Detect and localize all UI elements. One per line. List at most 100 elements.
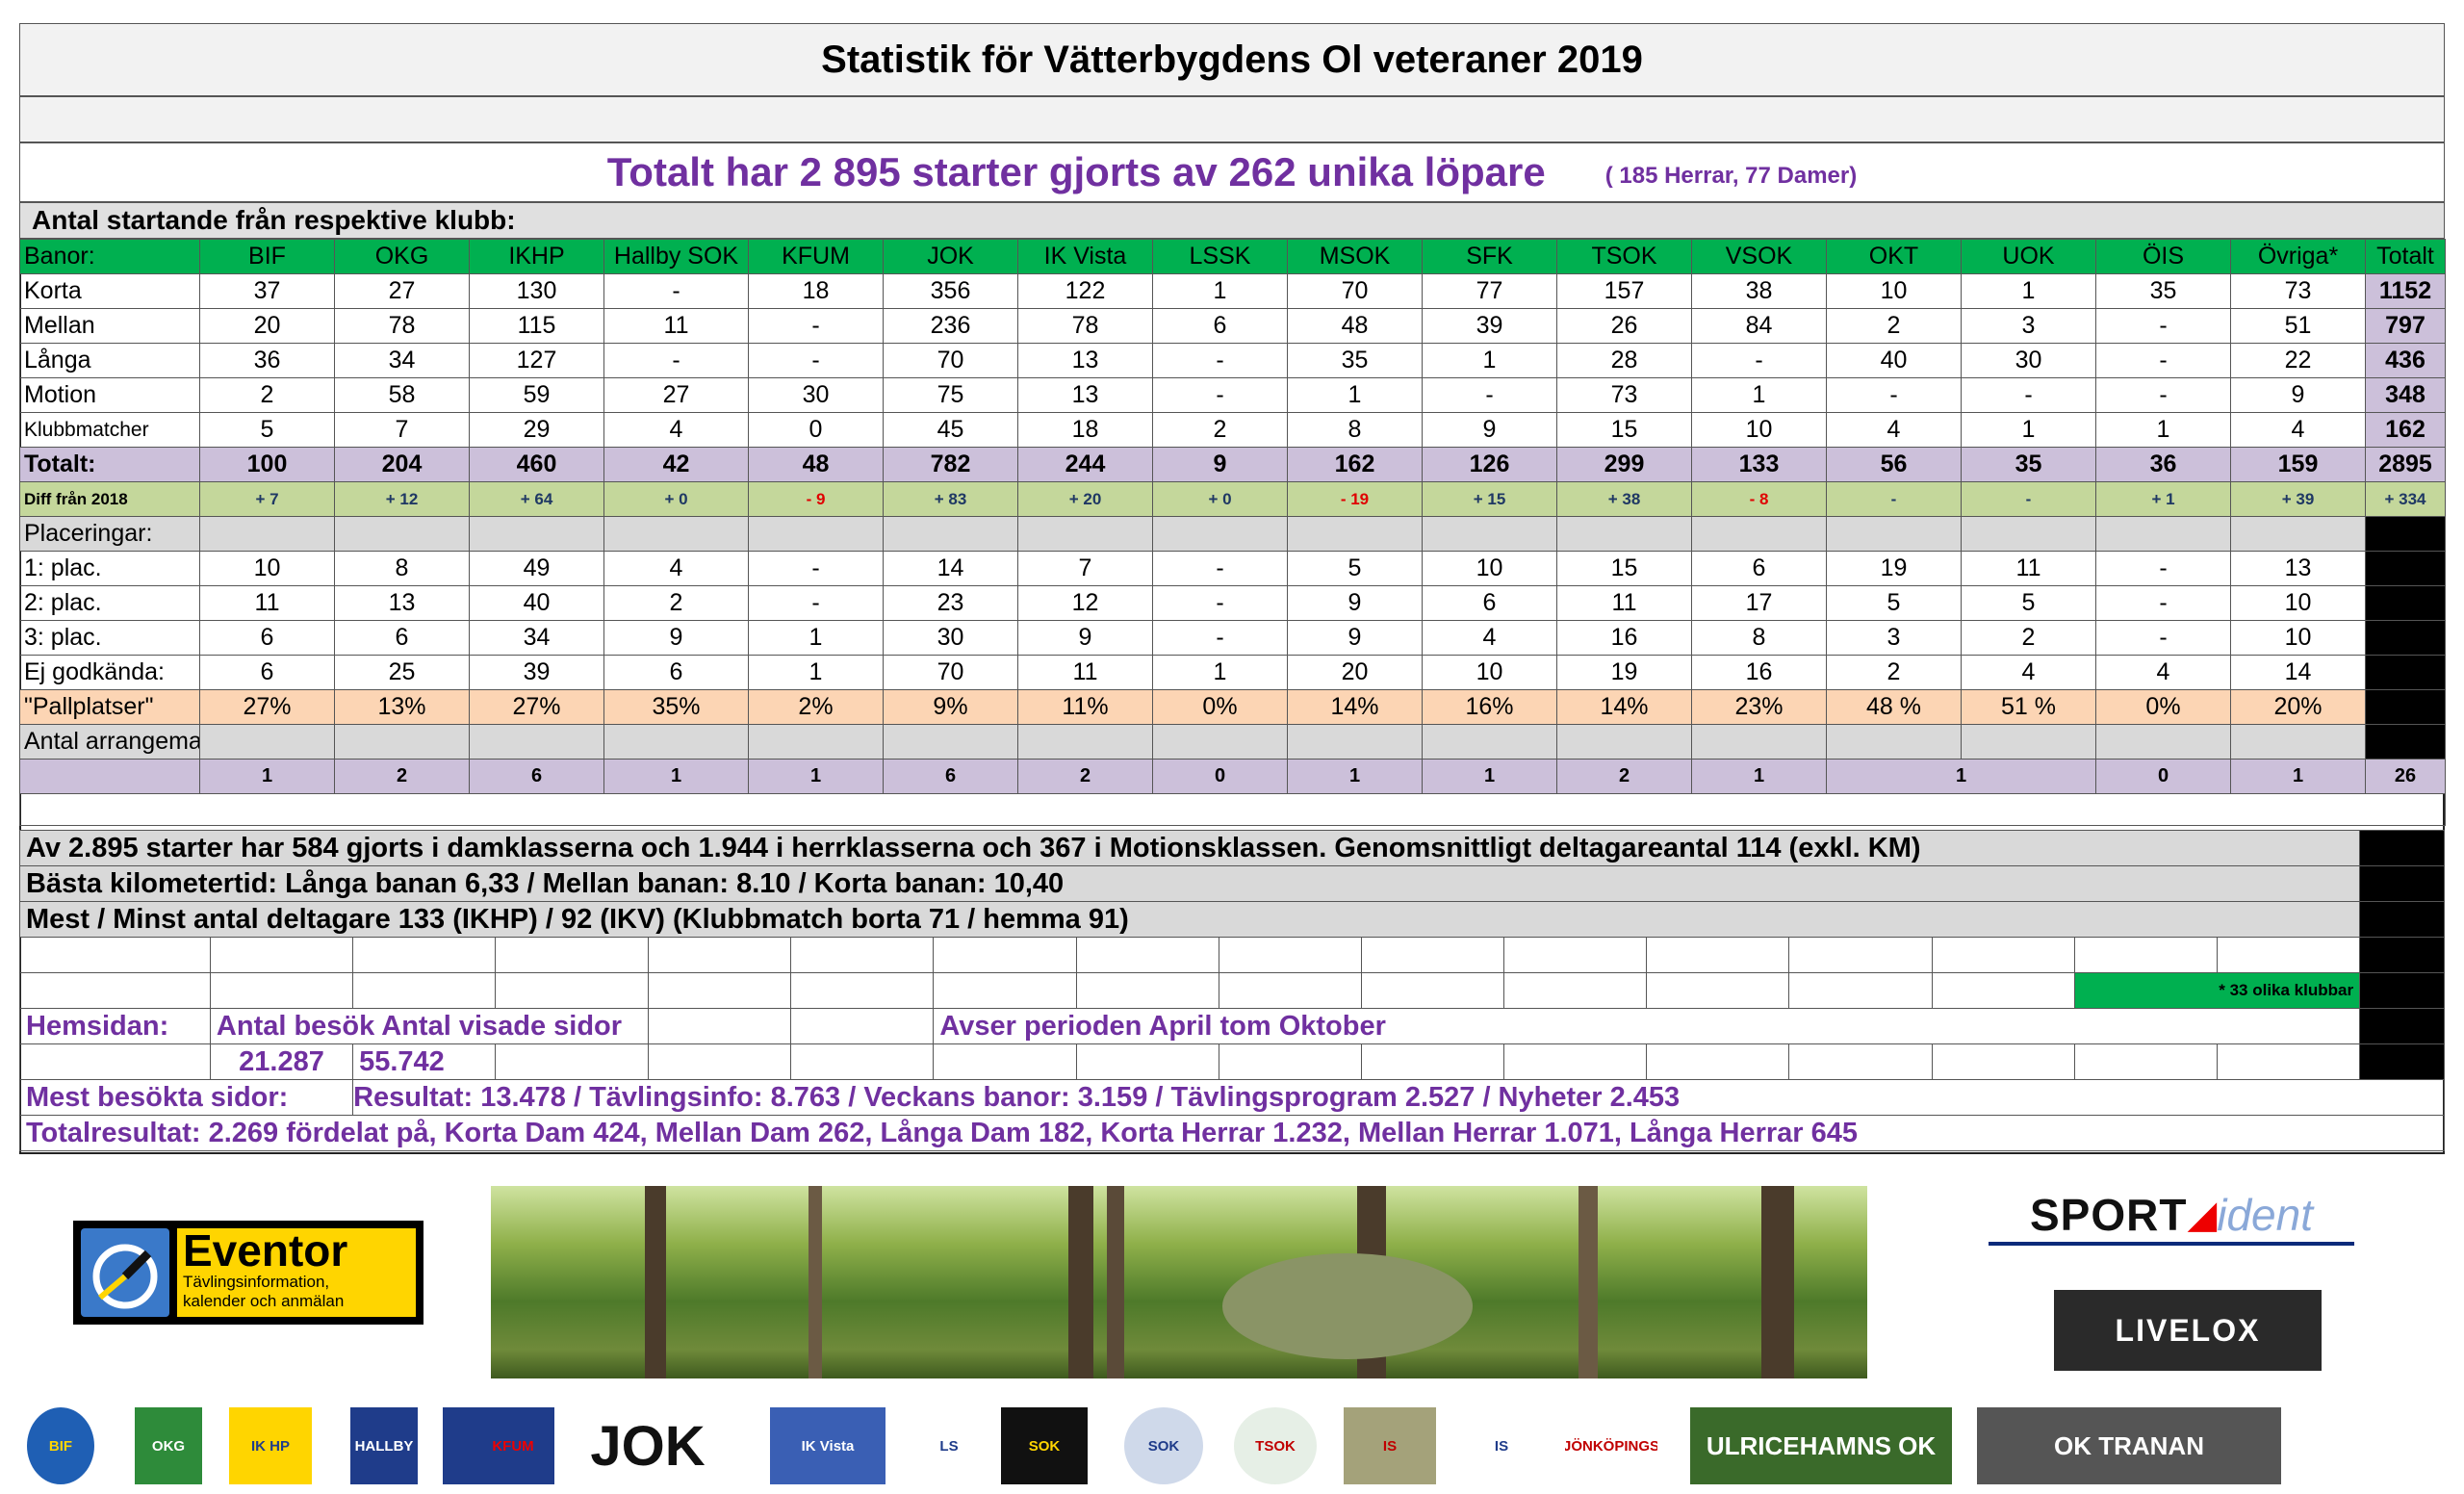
table-cell — [1287, 516, 1423, 552]
table-cell: 35 — [1287, 343, 1423, 378]
table-cell: 13 — [1017, 343, 1153, 378]
table-cell: 70 — [1287, 273, 1423, 309]
table-cell — [603, 516, 749, 552]
table-cell: - — [603, 273, 749, 309]
table-cell: 48 % — [1826, 689, 1962, 725]
club-logo[interactable]: HALLBY — [350, 1407, 418, 1484]
club-logo[interactable]: SOK — [1001, 1407, 1088, 1484]
table-cell: 1152 — [2365, 273, 2446, 309]
club-logo[interactable]: BIF — [27, 1407, 94, 1484]
table-cell: - — [1961, 481, 2096, 517]
placement-row: Ej godkända: 6 25 39 6 1 70 11 1 20 10 19 16 2 4 4 14 — [19, 655, 2446, 690]
table-cell: + 7 — [199, 481, 335, 517]
club-logo[interactable]: JÖNKÖPINGS — [1565, 1407, 1657, 1484]
table-cell: 1 — [1826, 759, 2096, 794]
column-header: TSOK — [1556, 239, 1692, 274]
period-label: Avser perioden April tom Oktober — [933, 1008, 2361, 1044]
table-cell: 70 — [883, 343, 1018, 378]
table-cell: 11% — [1017, 689, 1153, 725]
club-logo[interactable]: IS — [1463, 1407, 1540, 1484]
row-label: Mellan — [19, 308, 200, 344]
table-cell: 27% — [199, 689, 335, 725]
club-logo[interactable]: SOK — [1124, 1407, 1203, 1484]
table-cell: - — [1152, 343, 1288, 378]
table-cell: 6 — [883, 759, 1018, 794]
table-cell: 78 — [1017, 308, 1153, 344]
table-cell — [1826, 724, 1962, 760]
note-row-starts: Av 2.895 starter har 584 gjorts i damkla… — [18, 830, 2445, 866]
table-cell: 1 — [1422, 759, 1557, 794]
table-cell — [1017, 724, 1153, 760]
table-cell: 1 — [603, 759, 749, 794]
table-cell: 299 — [1556, 447, 1692, 482]
row-label: Korta — [19, 273, 200, 309]
club-logo[interactable]: IK HP — [229, 1407, 312, 1484]
club-logo[interactable]: IS — [1344, 1407, 1436, 1484]
row-label: Motion — [19, 377, 200, 413]
table-cell: 4 — [2095, 655, 2231, 690]
club-logo[interactable]: TSOK — [1234, 1407, 1317, 1484]
table-cell: 30 — [883, 620, 1018, 656]
table-cell — [1961, 516, 2096, 552]
table-cell: 2 — [1961, 620, 2096, 656]
table-cell: 2 — [1017, 759, 1153, 794]
table-cell: 0% — [1152, 689, 1288, 725]
table-cell: 1 — [2230, 759, 2366, 794]
table-cell: - — [1422, 377, 1557, 413]
table-cell: 1 — [1152, 655, 1288, 690]
website-row: Hemsidan: Antal besök Antal visade sidor… — [19, 1008, 2445, 1044]
table-cell: 2 — [1152, 412, 1288, 448]
table-cell: 11 — [1556, 585, 1692, 621]
table-cell: 2895 — [2365, 447, 2446, 482]
table-cell: 39 — [1422, 308, 1557, 344]
table-cell: 16 — [1691, 655, 1827, 690]
table-cell: 45 — [883, 412, 1018, 448]
table-cell: 3 — [1826, 620, 1962, 656]
club-logo[interactable]: IK Vista — [770, 1407, 886, 1484]
page-title: Statistik för Vätterbygdens Ol veteraner… — [19, 23, 2445, 96]
table-cell: 5 — [1287, 551, 1423, 586]
table-cell: 70 — [883, 655, 1018, 690]
table-cell: 19 — [1826, 551, 1962, 586]
table-cell: - — [1152, 377, 1288, 413]
club-logo[interactable]: OK TRANAN — [1977, 1407, 2281, 1484]
black-cell — [2365, 620, 2446, 656]
table-cell: - — [748, 585, 884, 621]
table-cell: 18 — [1017, 412, 1153, 448]
table-cell: 19 — [1556, 655, 1692, 690]
sportident-mark-icon: ◢ — [2187, 1194, 2218, 1236]
table-cell — [469, 516, 604, 552]
table-cell: 0% — [2095, 689, 2231, 725]
table-cell: 23% — [1691, 689, 1827, 725]
column-header: OKT — [1826, 239, 1962, 274]
table-cell: 20% — [2230, 689, 2366, 725]
table-cell: 7 — [334, 412, 470, 448]
club-logo[interactable]: ULRICEHAMNS OK — [1690, 1407, 1952, 1484]
course-row: Långa 36 34 127- -70 13-35 1 28-40 30-22 436 — [19, 343, 2446, 378]
placement-header-row: Placeringar: — [19, 516, 2446, 552]
table-cell: 4 — [1826, 412, 1962, 448]
sportident-logo[interactable]: SPORT ◢ ident — [1989, 1188, 2354, 1246]
club-logo[interactable]: JOK — [554, 1407, 741, 1484]
table-cell: - — [748, 308, 884, 344]
livelox-logo[interactable]: LIVELOX — [2054, 1290, 2322, 1371]
table-cell — [748, 724, 884, 760]
table-cell: 204 — [334, 447, 470, 482]
table-cell: 27 — [603, 377, 749, 413]
table-cell: 29 — [469, 412, 604, 448]
table-cell: - — [1826, 481, 1962, 517]
table-cell: 77 — [1422, 273, 1557, 309]
table-cell: 9 — [1287, 585, 1423, 621]
club-logo[interactable]: OKG — [135, 1407, 202, 1484]
table-cell: + 83 — [883, 481, 1018, 517]
club-logo[interactable]: LS — [922, 1407, 976, 1484]
table-cell: 26 — [1556, 308, 1692, 344]
table-cell — [1556, 724, 1692, 760]
total-result-text: Totalresultat: 2.269 fördelat på, Korta … — [19, 1115, 2445, 1151]
table-cell: 14% — [1556, 689, 1692, 725]
table-cell: 17 — [1691, 585, 1827, 621]
table-cell: 26 — [2365, 759, 2446, 794]
table-cell — [1152, 516, 1288, 552]
table-cell — [1556, 516, 1692, 552]
eventor-logo[interactable]: Eventor Tävlingsinformation, kalender oc… — [73, 1221, 424, 1325]
